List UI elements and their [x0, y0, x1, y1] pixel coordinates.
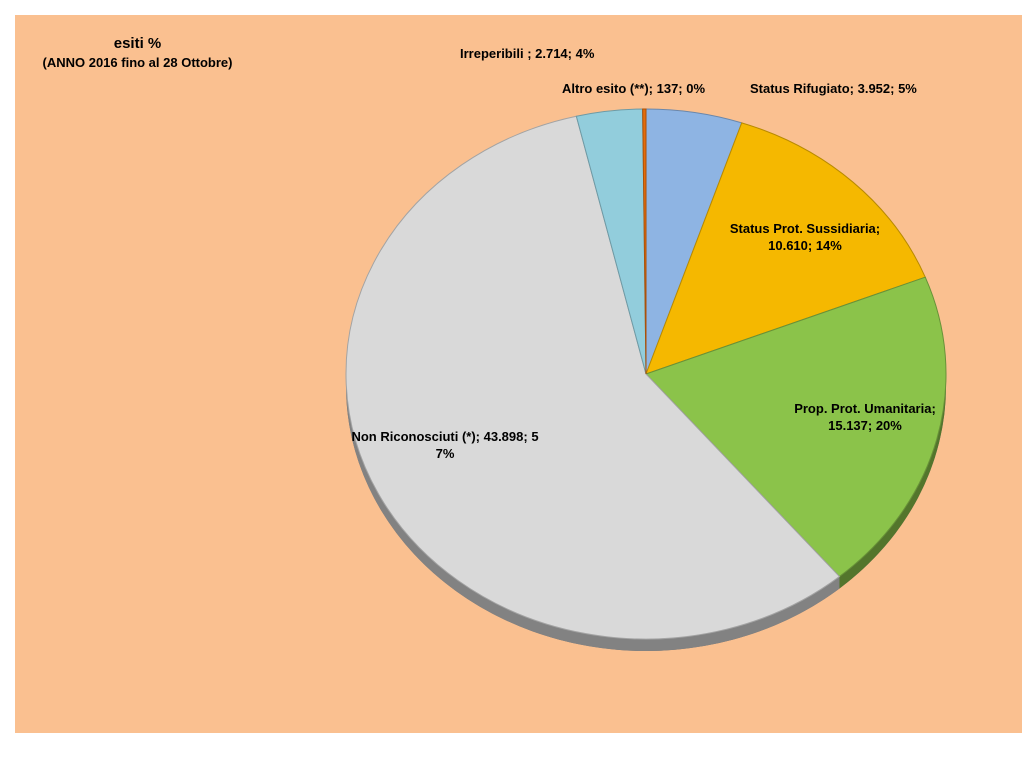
- chart-title-block: esiti % (ANNO 2016 fino al 28 Ottobre): [15, 35, 260, 70]
- slice-prop-prot-umanitaria: [645, 276, 947, 578]
- data-label-non-riconosciuti: Non Riconosciuti (*); 43.898; 5 7%: [351, 429, 539, 461]
- slice-altro-esito: [642, 108, 647, 375]
- slice-side-prop-prot-umanitaria: [839, 374, 947, 589]
- chart-subtitle: (ANNO 2016 fino al 28 Ottobre): [42, 55, 233, 70]
- chart-title: esiti %: [113, 35, 162, 52]
- data-label-altro-esito: Altro esito (**); 137; 0%: [562, 81, 706, 96]
- data-label-irreperibili: Irreperibili ; 2.714; 4%: [460, 46, 595, 61]
- pie-chart: [345, 108, 947, 651]
- chart-area: esiti % (ANNO 2016 fino al 28 Ottobre) S…: [15, 15, 1022, 733]
- slice-non-riconosciuti: [345, 115, 841, 640]
- data-label-prop-prot-umanitaria: Prop. Prot. Umanitaria; 15.137; 20%: [794, 401, 936, 433]
- slice-status-prot-sussidiaria: [645, 122, 926, 375]
- data-label-status-rifugiato: Status Rifugiato; 3.952; 5%: [750, 81, 917, 96]
- data-label-status-prot-sussidiaria: Status Prot. Sussidiaria; 10.610; 14%: [729, 221, 881, 253]
